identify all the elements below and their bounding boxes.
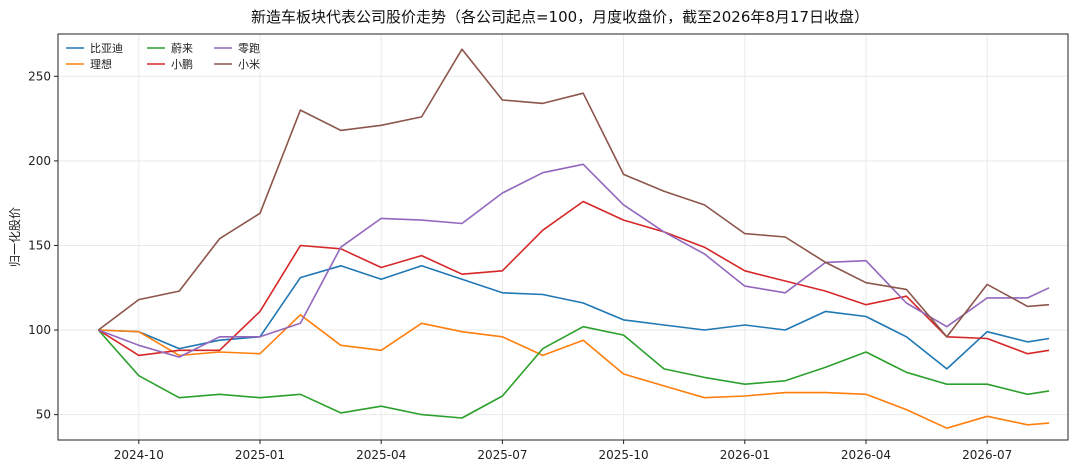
- x-tick-label: 2025-07: [477, 448, 527, 462]
- series-line-3: [97, 200, 1050, 357]
- y-tick-label: 200: [28, 154, 51, 168]
- x-axis: 2024-10 2025-01 2025-04 2025-07 2025-10 2026-…: [114, 440, 1012, 462]
- plot-frame: [57, 33, 1069, 441]
- x-tick-label: 2026-04: [841, 448, 891, 462]
- legend-label: 比亚迪: [90, 42, 123, 55]
- legend-label: 小米: [238, 58, 260, 71]
- y-axis: 50 100 150 200 250: [28, 69, 58, 422]
- grid: [58, 34, 1068, 440]
- x-tick-label: 2026-01: [720, 448, 770, 462]
- y-tick-label: 50: [36, 408, 51, 422]
- x-tick-label: 2025-01: [235, 448, 285, 462]
- series-line-5: [97, 48, 1050, 338]
- legend-label: 蔚来: [171, 42, 193, 55]
- y-tick-label: 150: [28, 238, 51, 252]
- x-tick-label: 2025-04: [356, 448, 406, 462]
- legend-label: 理想: [90, 57, 112, 71]
- y-tick-label: 100: [28, 323, 51, 337]
- legend-label: 零跑: [238, 41, 260, 55]
- x-tick-label: 2026-07: [962, 448, 1012, 462]
- y-tick-label: 250: [28, 69, 51, 83]
- chart-title: 新造车板块代表公司股价走势（各公司起点=100，月度收盘价，截至2026年8月1…: [251, 8, 869, 26]
- series-line-1: [98, 313, 1050, 430]
- x-tick-label: 2025-10: [599, 448, 649, 462]
- series-line-4: [98, 163, 1050, 358]
- x-tick-label: 2024-10: [114, 448, 164, 462]
- series-lines: [97, 48, 1050, 430]
- series-line-2: [97, 325, 1050, 419]
- legend-label: 小鹏: [171, 58, 193, 71]
- y-axis-label: 归一化股价: [8, 207, 22, 267]
